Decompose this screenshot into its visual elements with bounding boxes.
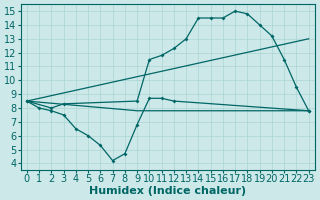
X-axis label: Humidex (Indice chaleur): Humidex (Indice chaleur) (89, 186, 246, 196)
